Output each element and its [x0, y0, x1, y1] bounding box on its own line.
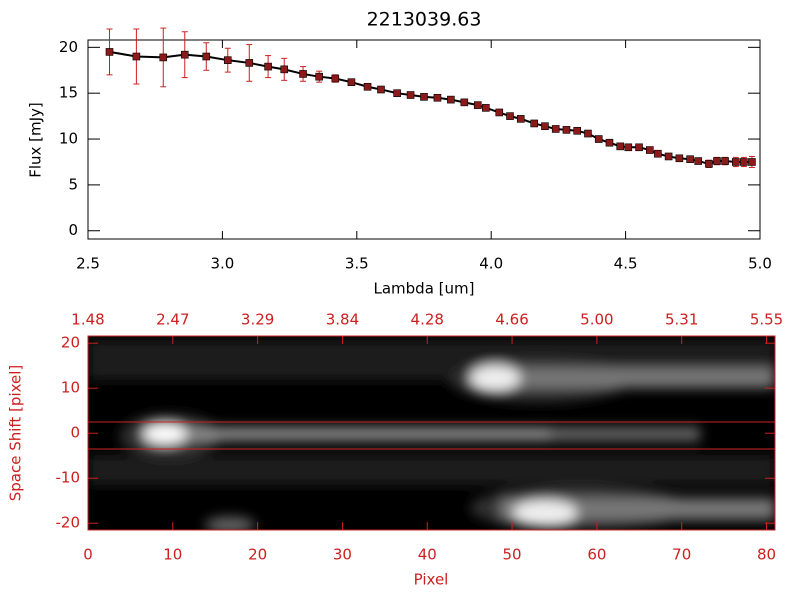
y-tick-label: 10 — [61, 379, 80, 397]
y-tick-label: 20 — [59, 38, 78, 56]
x-tick-label: 4.0 — [479, 255, 503, 273]
marker — [315, 72, 323, 81]
x2-tick-label: 2.47 — [156, 311, 189, 329]
marker — [393, 89, 401, 97]
marker — [363, 82, 372, 91]
spectrum-image — [88, 336, 775, 530]
marker — [675, 154, 684, 163]
marker — [616, 142, 625, 151]
marker — [573, 126, 582, 135]
marker — [635, 143, 643, 152]
x-tick-label: 70 — [672, 546, 691, 564]
x2-tick-label: 4.28 — [411, 311, 444, 329]
marker — [605, 138, 614, 147]
marker — [530, 119, 539, 128]
x-tick-label: 0 — [83, 546, 93, 564]
x-tick-label: 3.0 — [210, 255, 234, 273]
marker — [562, 126, 571, 134]
marker — [280, 65, 289, 74]
y-tick-label: 0 — [68, 221, 78, 239]
marker — [473, 101, 482, 109]
marker — [713, 157, 721, 165]
marker — [624, 143, 633, 152]
y-tick-label: 10 — [59, 130, 78, 148]
marker — [748, 158, 756, 166]
x-tick-label: 40 — [418, 546, 437, 564]
marker — [264, 62, 272, 71]
marker — [740, 158, 748, 166]
y-tick-label: -10 — [56, 469, 81, 487]
x2-tick-label: 3.84 — [326, 311, 359, 329]
x-axis-label: Pixel — [414, 571, 449, 589]
marker — [686, 155, 694, 164]
marker — [594, 135, 603, 143]
y-tick-label: 0 — [70, 424, 80, 442]
x-tick-label: 2.5 — [76, 255, 100, 273]
x-tick-label: 10 — [163, 546, 182, 564]
marker — [732, 158, 740, 166]
marker — [180, 50, 189, 59]
marker — [105, 48, 114, 56]
marker — [694, 157, 702, 165]
marker — [482, 104, 490, 112]
marker — [132, 52, 141, 61]
marker — [541, 122, 549, 131]
y-tick-label: 5 — [68, 175, 78, 193]
x-tick-label: 4.5 — [614, 255, 638, 273]
x-tick-label: 3.5 — [345, 255, 369, 273]
marker — [377, 85, 385, 94]
x-tick-label: 30 — [333, 546, 352, 564]
marker — [406, 91, 415, 99]
x-axis-label: Lambda [um] — [374, 280, 475, 298]
marker — [645, 146, 654, 154]
marker — [202, 52, 211, 61]
marker — [433, 93, 442, 102]
marker — [654, 149, 662, 158]
marker — [516, 115, 525, 123]
x-tick-label: 80 — [757, 546, 776, 564]
marker — [447, 95, 455, 104]
x-tick-label: 50 — [503, 546, 522, 564]
marker — [420, 93, 428, 101]
marker — [495, 108, 504, 117]
marker — [347, 78, 356, 86]
y-tick-label: 20 — [61, 334, 80, 352]
x2-tick-label: 4.66 — [495, 311, 528, 329]
marker — [223, 56, 232, 64]
y-axis-label: Space Shift [pixel] — [7, 365, 25, 502]
marker — [721, 157, 729, 165]
x2-tick-label: 5.55 — [750, 311, 783, 329]
marker — [460, 98, 469, 107]
x-tick-label: 20 — [248, 546, 267, 564]
x2-tick-label: 5.00 — [580, 311, 613, 329]
plot-frame — [87, 39, 761, 240]
x2-tick-label: 5.31 — [665, 311, 698, 329]
chart-title: 2213039.63 — [367, 9, 482, 31]
x2-tick-label: 1.48 — [71, 311, 104, 329]
x2-tick-label: 3.29 — [241, 311, 274, 329]
y-tick-label: -20 — [56, 514, 81, 532]
x-tick-label: 5.0 — [748, 255, 772, 273]
y-axis-label: Flux [mJy] — [27, 102, 45, 178]
marker — [299, 70, 307, 78]
marker — [705, 160, 713, 168]
y-tick-label: 15 — [59, 84, 78, 102]
marker — [584, 129, 592, 138]
marker — [331, 74, 340, 83]
marker — [159, 53, 168, 62]
marker — [664, 152, 673, 161]
marker — [245, 59, 254, 67]
x-tick-label: 60 — [587, 546, 606, 564]
marker — [506, 112, 514, 120]
marker — [551, 125, 560, 133]
